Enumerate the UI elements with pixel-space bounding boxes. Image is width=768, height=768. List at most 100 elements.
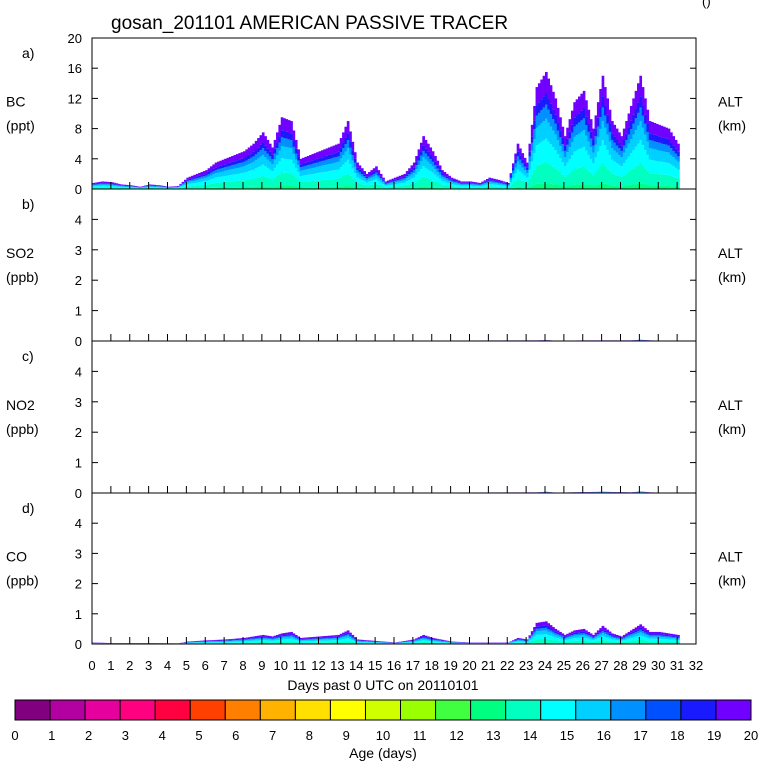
bar-segment [278, 635, 282, 637]
bar-segment [460, 183, 463, 185]
bar-segment [198, 179, 201, 183]
bar-segment [488, 182, 492, 185]
bar-segment [207, 176, 211, 181]
bar-segment [320, 172, 324, 181]
bar-segment [141, 186, 145, 187]
bar-segment [200, 185, 204, 189]
bar-segment [205, 184, 208, 189]
bar-segment [335, 144, 338, 153]
bar-segment [549, 632, 553, 636]
bar-segment [261, 175, 265, 187]
bar-segment [540, 123, 543, 142]
bar-segment [92, 187, 95, 189]
bar-segment [202, 181, 206, 185]
bar-segment [360, 174, 364, 177]
bar-segment [618, 175, 621, 187]
bar-segment [264, 145, 267, 151]
bar-segment [252, 143, 256, 152]
bar-segment [292, 141, 296, 147]
bar-segment [629, 153, 633, 170]
bar-segment [261, 638, 265, 641]
bar-segment [271, 159, 274, 165]
bar-segment [349, 186, 352, 189]
bar-segment [209, 166, 213, 171]
bar-segment [523, 640, 527, 642]
bar-segment [566, 127, 569, 139]
bar-segment [552, 91, 555, 110]
bar-segment [542, 96, 546, 108]
bar-segment [438, 169, 442, 173]
bar-segment [368, 175, 371, 177]
bar-segment [563, 634, 567, 637]
bar-segment [405, 641, 409, 643]
bar-segment [596, 126, 600, 137]
bar-segment [523, 163, 527, 167]
bar-segment [450, 177, 454, 180]
bar-segment [110, 183, 114, 185]
bar-segment [285, 119, 289, 132]
bar-segment [358, 639, 362, 641]
bar-segment [231, 169, 234, 175]
bar-segment [507, 187, 510, 189]
bar-segment [455, 181, 458, 183]
bar-segment [523, 181, 527, 188]
bar-segment [408, 168, 411, 172]
bar-segment [330, 642, 333, 644]
bar-segment [493, 180, 496, 182]
bar-segment [330, 640, 333, 643]
bar-segment [292, 641, 296, 644]
bar-segment [266, 148, 270, 154]
bar-segment [349, 635, 352, 638]
bar-segment [427, 637, 430, 639]
bar-segment [429, 147, 433, 155]
bar-segment [573, 126, 576, 137]
bar-segment [528, 169, 532, 179]
bar-segment [106, 184, 109, 186]
bar-segment [200, 178, 204, 182]
bar-segment [99, 183, 102, 184]
bar-segment [566, 639, 569, 642]
bar-segment [575, 168, 579, 185]
bar-segment [542, 638, 546, 643]
bar-segment [575, 124, 579, 136]
bar-segment [658, 150, 661, 162]
bar-segment [276, 132, 279, 143]
bar-segment [184, 181, 187, 183]
bar-segment [198, 182, 201, 186]
bar-segment [570, 132, 574, 142]
bar-segment [391, 180, 395, 182]
bar-segment [146, 185, 149, 186]
bar-segment [637, 83, 640, 103]
bar-segment [481, 181, 484, 183]
bar-segment [552, 633, 555, 637]
bar-segment [198, 642, 201, 644]
bar-segment [247, 179, 251, 187]
bar-segment [658, 161, 661, 175]
bar-segment [511, 173, 515, 178]
bar-segment [566, 635, 569, 637]
bar-segment [559, 635, 562, 637]
bar-segment [511, 177, 515, 184]
bar-segment [351, 155, 355, 161]
bar-segment [460, 184, 463, 186]
bar-segment [490, 186, 494, 189]
bar-segment [280, 145, 284, 159]
bar-segment [306, 640, 310, 642]
bar-segment [292, 635, 296, 637]
bar-segment [660, 125, 664, 138]
bar-segment [589, 147, 593, 159]
bar-segment [542, 621, 546, 626]
bar-segment [238, 642, 241, 644]
bar-segment [209, 640, 213, 641]
bar-segment [370, 173, 374, 176]
bar-segment [365, 641, 369, 643]
bar-segment [618, 155, 621, 165]
bar-segment [646, 131, 650, 142]
bar-segment [511, 643, 515, 644]
bar-segment [233, 639, 237, 641]
bar-segment [561, 185, 565, 189]
bar-segment [125, 187, 128, 189]
bar-segment [353, 187, 357, 189]
y-tick-label: 20 [68, 31, 82, 46]
bar-segment [403, 176, 407, 179]
